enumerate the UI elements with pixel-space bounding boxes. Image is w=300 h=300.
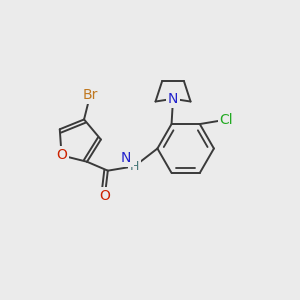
Text: O: O xyxy=(99,189,110,203)
Text: Br: Br xyxy=(82,88,98,102)
Text: O: O xyxy=(56,148,67,162)
Text: N: N xyxy=(121,151,131,165)
Text: H: H xyxy=(130,160,139,173)
Text: N: N xyxy=(168,92,178,106)
Text: Cl: Cl xyxy=(220,112,233,127)
